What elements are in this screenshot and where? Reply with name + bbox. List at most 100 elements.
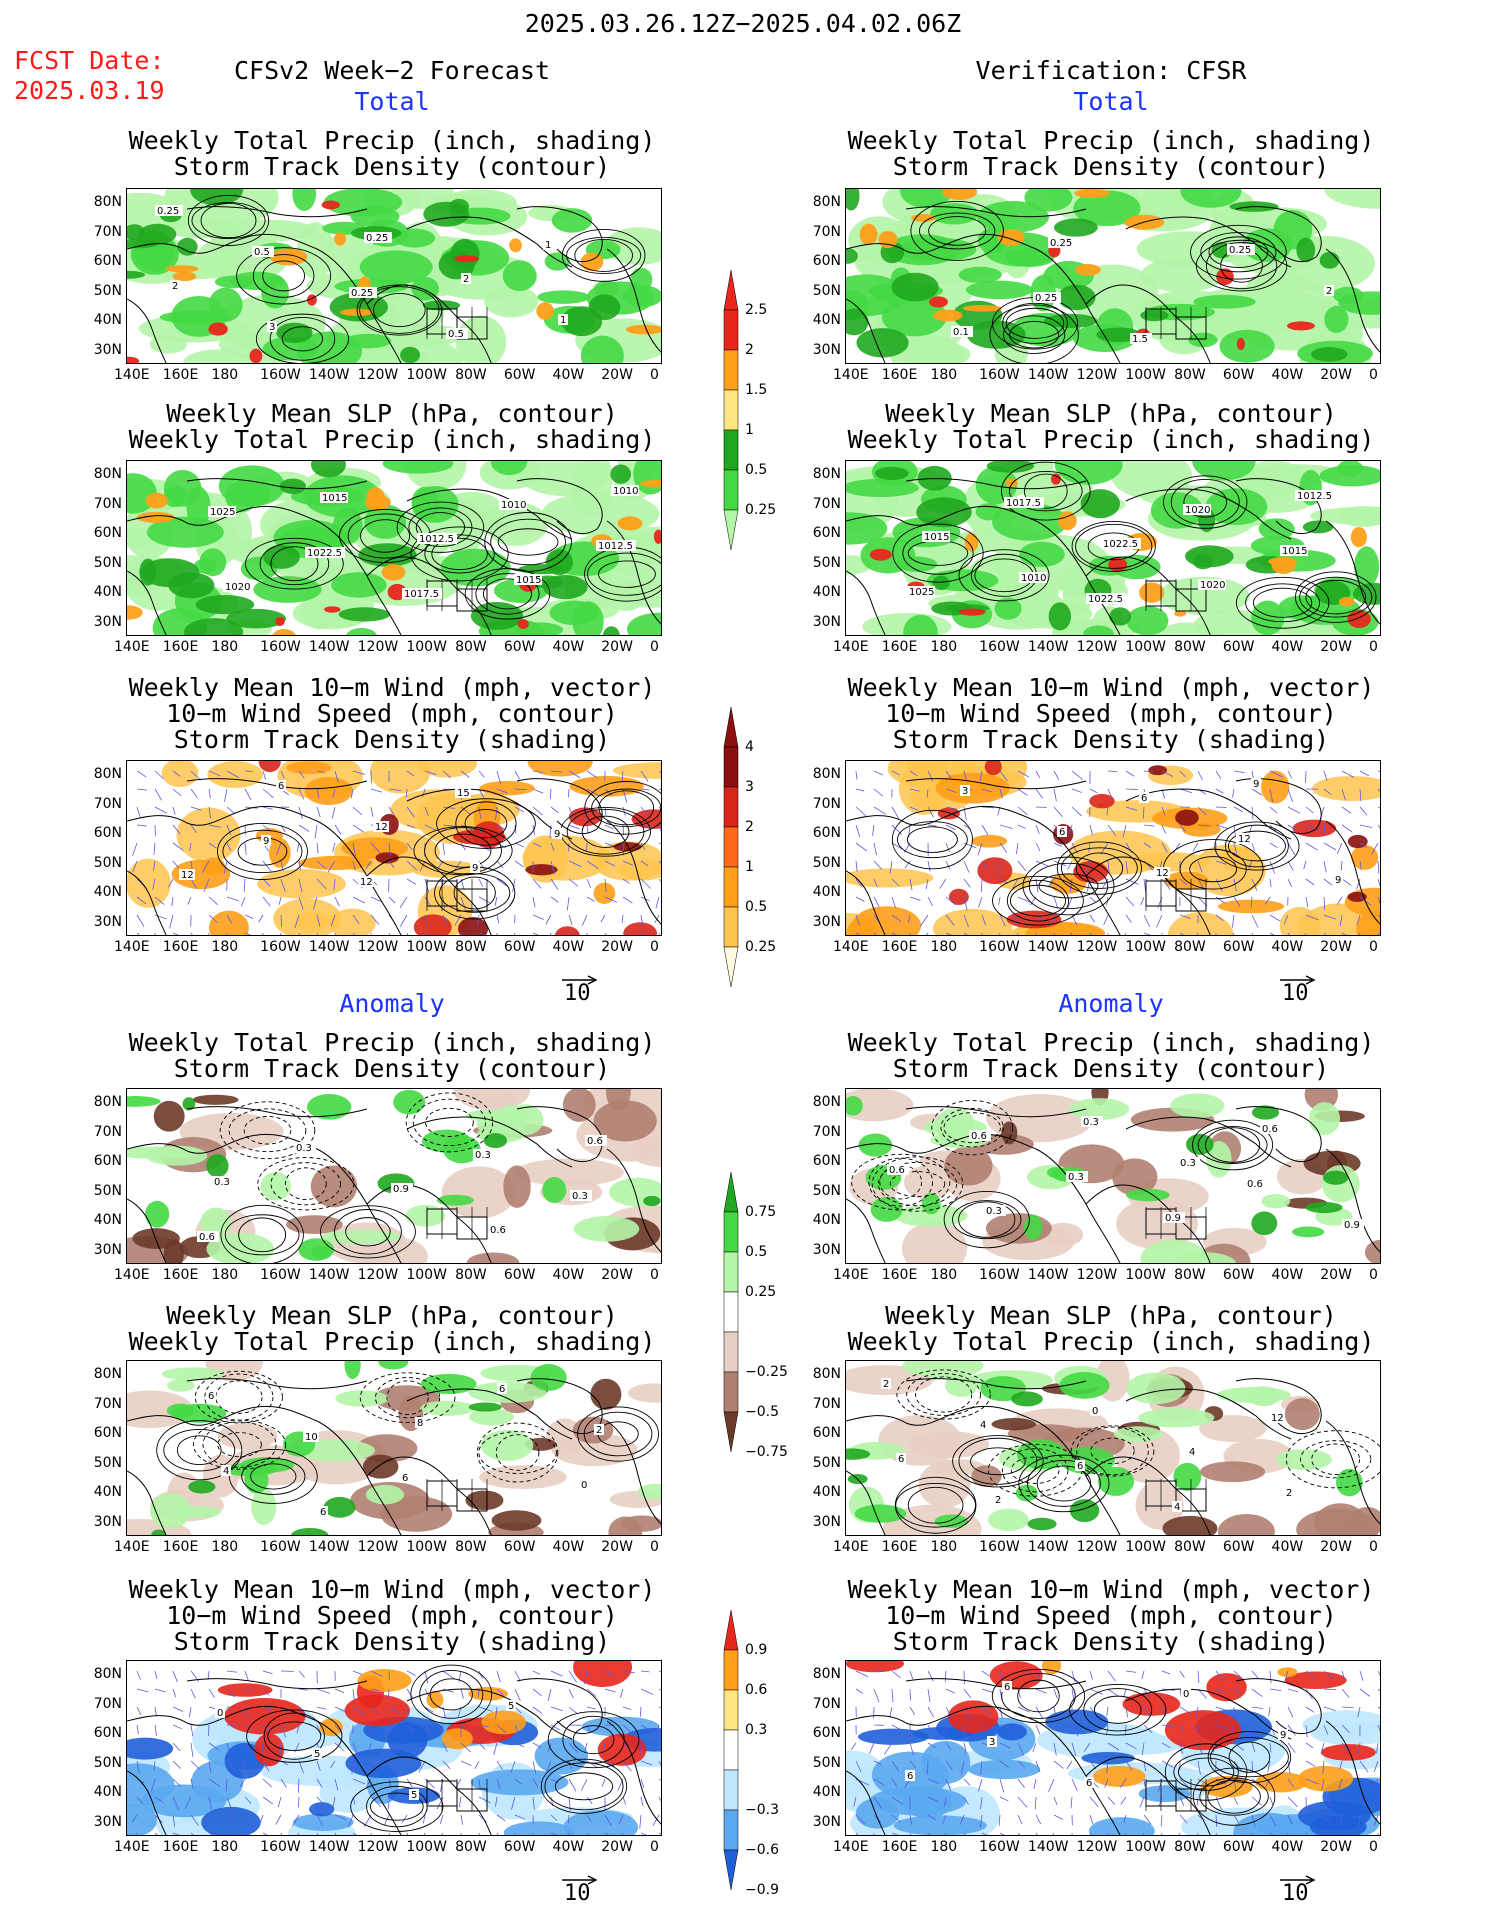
lat-label: 60N: [93, 525, 122, 541]
lat-label: 80N: [812, 1366, 841, 1382]
coastline-1: [1085, 1184, 1211, 1263]
lat-label: 70N: [812, 1695, 841, 1712]
lon-label: 140W: [1027, 939, 1069, 955]
colorbar-label: 3: [745, 779, 754, 795]
colorbar-label: 0.25: [745, 939, 777, 955]
lon-label: 40W: [1271, 939, 1304, 955]
lon-label: 160E: [881, 1267, 918, 1283]
right-column-title: Verification: CFSR: [975, 56, 1247, 85]
contour-label: 3: [269, 322, 275, 333]
contour-label: 6: [1004, 1682, 1010, 1693]
coastline-2: [406, 216, 573, 268]
lon-label: 100W: [1125, 367, 1166, 383]
colorbar-label: −0.9: [745, 1882, 779, 1898]
contour-label: 5: [508, 1701, 514, 1712]
contour-label: 2: [883, 1379, 889, 1390]
lon-label: 20W: [1320, 1267, 1352, 1283]
contour-label: 6: [499, 1384, 505, 1395]
contour-label: 3: [962, 786, 968, 797]
lon-label: 80W: [1174, 1267, 1206, 1283]
lon-label: 180: [930, 367, 958, 383]
lat-label: 60N: [812, 1425, 841, 1441]
panel-title-l6: Weekly Mean 10−m Wind (mph, vector) 10−m …: [128, 1575, 656, 1656]
contour-label: 0: [581, 1480, 587, 1491]
lon-label: 180: [211, 1267, 239, 1283]
contour-label: 1020: [225, 582, 250, 593]
map-panel-m6: 6 12 9 3 6 12 9: [845, 760, 1381, 936]
left-column-title: CFSv2 Week−2 Forecast: [233, 56, 551, 85]
lon-label: 120W: [357, 367, 399, 383]
contour-label: 0.3: [572, 1191, 588, 1202]
colorbar-storm_anom: [723, 1609, 739, 1896]
map-panel-m2: 1025 1022.5 1017.5 1010 1012.5 1020 1015 1012.5…: [126, 460, 662, 636]
lat-label: 80N: [812, 1094, 841, 1110]
colorbar-label: 4: [745, 739, 754, 755]
lon-label: 80W: [455, 1267, 487, 1283]
coastline-7: [905, 478, 1087, 490]
contour-label: 12: [1156, 868, 1169, 879]
coastline-7: [186, 1678, 368, 1690]
lon-label: 160E: [881, 1839, 918, 1855]
lat-label: 40N: [93, 1784, 122, 1800]
coastline-8: [846, 1470, 886, 1535]
lon-label: 80W: [1174, 639, 1206, 655]
lon-label: 160W: [979, 367, 1020, 383]
lat-label: 70N: [93, 1695, 122, 1712]
coastline-7: [186, 478, 368, 490]
lon-label: 0: [650, 939, 659, 955]
lat-label: 30N: [93, 913, 122, 930]
lat-label: 60N: [93, 825, 122, 841]
map-panel-m5: 1022.5 1020 1015 1025 1017.5 1022.5 1020 1012.5…: [845, 460, 1381, 636]
contour-label: 6: [208, 1391, 214, 1402]
lon-label: 20W: [601, 1539, 633, 1555]
lat-label: 70N: [93, 1395, 122, 1412]
contour-label: 6: [1141, 793, 1147, 804]
lat-label: 40N: [93, 1484, 122, 1500]
lat-label: 30N: [93, 1241, 122, 1258]
lat-label: 80N: [812, 466, 841, 482]
panel-title-l4: Weekly Total Precip (inch, shading) Storm…: [128, 1028, 656, 1083]
coastline-7: [905, 206, 1087, 218]
lat-label: 30N: [93, 1813, 122, 1830]
lon-label: 100W: [406, 639, 447, 655]
lon-label: 160W: [979, 639, 1020, 655]
coastline-0: [127, 233, 402, 363]
lon-label: 160W: [260, 367, 301, 383]
lon-label: 140E: [114, 1839, 150, 1855]
lon-label: 140W: [1027, 1267, 1069, 1283]
map-svg-m10: 2 4 6 4 12 6 2 0 4 2: [846, 1361, 1380, 1535]
contour-label: 9: [1280, 1730, 1286, 1741]
lon-label: 160E: [162, 367, 199, 383]
lon-label: 100W: [1125, 1839, 1166, 1855]
right-total-label: Total: [1073, 87, 1149, 116]
contour-label: 0.25: [366, 233, 388, 244]
lon-label: 100W: [406, 939, 447, 955]
coastline-6: [1325, 520, 1380, 625]
contour-label: 6: [320, 1507, 326, 1518]
colorbar-bottom-triangle: [723, 509, 739, 551]
colorbar-precip_total: [723, 269, 739, 556]
lon-label: 0: [1369, 1539, 1378, 1555]
contour-label: 0: [1092, 1406, 1098, 1417]
vector-ref-label-r6: 10: [1282, 1881, 1309, 1906]
panel-title-r6: Weekly Mean 10−m Wind (mph, vector) 10−m …: [847, 1575, 1375, 1656]
contour-label: 2: [1326, 286, 1332, 297]
coastline-1: [1085, 556, 1211, 635]
date-range-title: 2025.03.26.12Z−2025.04.02.06Z: [524, 9, 962, 38]
coastline-0: [127, 1405, 402, 1535]
lon-label: 20W: [601, 939, 633, 955]
coastline-1: [366, 1184, 492, 1263]
colorbar-label: 0.25: [745, 1284, 777, 1300]
contour-label: 0.3: [1180, 1158, 1196, 1169]
coastline-2: [406, 1116, 573, 1168]
contour-label: 12: [360, 877, 373, 888]
colorbar-label: 0.5: [745, 1244, 768, 1260]
lon-label: 0: [1369, 939, 1378, 955]
contour-label: 0: [217, 1708, 223, 1719]
lat-label: 40N: [812, 584, 841, 600]
map-panel-m3: 9 12 15 9 12 6 12 9: [126, 760, 662, 936]
lat-label: 40N: [93, 584, 122, 600]
map-svg-m4: 0.25 1.5 0.25 2 0.1 0.25: [846, 189, 1380, 363]
lon-label: 160W: [979, 939, 1020, 955]
map-svg-m11: 0 5 5 5: [127, 1661, 661, 1835]
